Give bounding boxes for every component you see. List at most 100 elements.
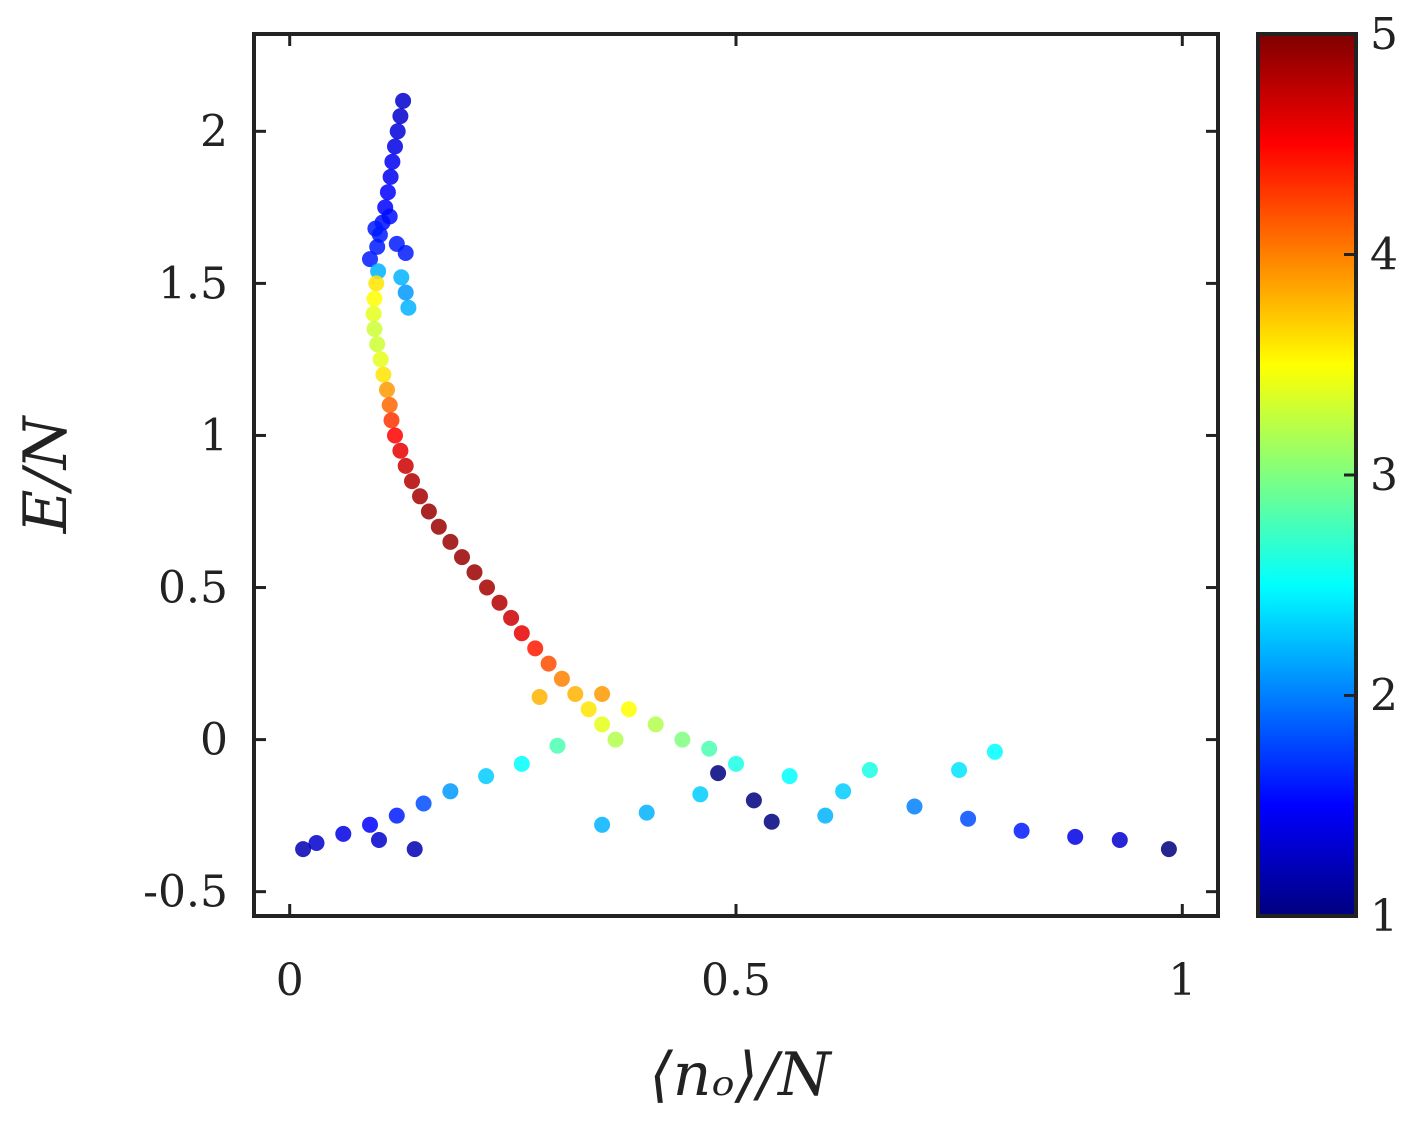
scatter-point: [594, 686, 611, 702]
scatter-point: [553, 670, 570, 687]
scatter-point: [395, 92, 412, 109]
y-axis-ticks: -0.5 0 0.5 1 1.5 2: [143, 106, 1218, 918]
y-axis-label: E/N: [11, 414, 81, 534]
scatter-point: [817, 807, 834, 824]
scatter-point: [430, 518, 447, 535]
x-axis-label: ⟨nₒ⟩/N: [649, 1040, 833, 1110]
scatter-point: [710, 765, 727, 782]
colorbar-tick-label: 4: [1370, 230, 1398, 281]
scatter-point: [1160, 841, 1177, 858]
scatter-point: [381, 208, 398, 225]
scatter-point: [503, 609, 520, 626]
scatter-point: [384, 153, 401, 170]
scatter-point: [835, 783, 852, 800]
colorbar-tick-label: 1: [1370, 891, 1398, 942]
scatter-point: [1067, 828, 1084, 845]
scatter-points: [295, 92, 1177, 858]
scatter-point: [513, 755, 530, 772]
scatter-point: [335, 825, 352, 842]
scatter-point: [638, 804, 655, 821]
scatter-point: [594, 816, 611, 833]
scatter-point: [400, 299, 417, 316]
scatter-point: [607, 731, 624, 748]
scatter-point: [379, 381, 395, 398]
scatter-point: [454, 549, 470, 566]
scatter-point: [951, 762, 968, 778]
scatter-point: [397, 245, 414, 261]
scatter-point: [366, 290, 383, 307]
scatter-point: [370, 263, 387, 280]
scatter-point: [404, 473, 420, 490]
scatter-point: [372, 351, 389, 368]
scatter-point: [308, 835, 325, 851]
scatter-point: [387, 427, 403, 444]
scatter-point: [478, 768, 495, 785]
scatter-point: [861, 762, 878, 778]
scatter-point: [295, 841, 312, 858]
x-tick-label: 0: [276, 955, 304, 1006]
scatter-point: [531, 689, 548, 705]
scatter-point: [367, 220, 384, 237]
scatter-point: [763, 813, 780, 830]
scatter-point: [567, 686, 584, 702]
scatter-point: [527, 640, 544, 657]
scatter-point: [701, 740, 718, 757]
scatter-point: [594, 716, 611, 733]
scatter-point: [362, 251, 378, 268]
scatter-point: [397, 457, 414, 474]
scatter-point: [692, 786, 709, 803]
scatter-point: [381, 397, 398, 413]
scatter-point: [1013, 822, 1030, 839]
scatter-point: [369, 238, 386, 255]
y-tick-label: -0.5: [143, 867, 228, 918]
scatter-point: [549, 737, 566, 754]
scatter-point: [540, 655, 557, 672]
scatter-point: [365, 305, 382, 322]
y-tick-label: 0.5: [158, 563, 228, 614]
x-tick-label: 0.5: [701, 955, 771, 1006]
scatter-point: [986, 743, 1003, 760]
scatter-point: [728, 755, 744, 772]
scatter-point: [420, 503, 437, 520]
colorbar-ticks: 1 2 3 4 5: [1344, 9, 1398, 942]
colorbar: [1256, 32, 1358, 918]
scatter-point: [375, 366, 392, 383]
scatter-point: [362, 816, 378, 833]
scatter-point: [620, 701, 637, 718]
scatter-point: [393, 269, 410, 286]
x-tick-label: 1: [1168, 955, 1196, 1006]
scatter-point: [647, 716, 664, 733]
colorbar-tick-label: 5: [1370, 9, 1398, 60]
scatter-point: [674, 731, 691, 748]
y-tick-label: 1: [200, 410, 228, 461]
scatter-point: [442, 533, 459, 550]
scatter-point: [369, 336, 386, 353]
scatter-point: [389, 123, 406, 140]
scatter-point: [442, 783, 459, 800]
scatter-point: [379, 184, 396, 201]
scatter-point: [382, 168, 399, 185]
scatter-point: [366, 321, 383, 337]
colorbar-tick-label: 2: [1370, 671, 1398, 722]
scatter-point: [580, 701, 597, 718]
y-tick-label: 1.5: [158, 258, 228, 309]
scatter-point: [392, 108, 409, 125]
scatter-point: [387, 138, 403, 155]
scatter-point: [406, 841, 423, 858]
scatter-point: [388, 807, 405, 824]
y-tick-label: 0: [200, 715, 228, 766]
scatter-point: [513, 625, 530, 642]
scatter-point: [466, 564, 483, 581]
scatter-point: [491, 594, 508, 611]
scatter-point: [960, 810, 977, 827]
scatter-point: [412, 488, 428, 505]
scatter-point: [383, 412, 400, 429]
scatter-point: [368, 275, 385, 292]
scatter-point: [397, 284, 414, 301]
colorbar-tick-label: 3: [1370, 450, 1398, 501]
scatter-point: [745, 792, 762, 809]
scatter-point: [781, 768, 798, 785]
scatter-point: [479, 579, 495, 596]
scatter-point: [371, 832, 387, 848]
